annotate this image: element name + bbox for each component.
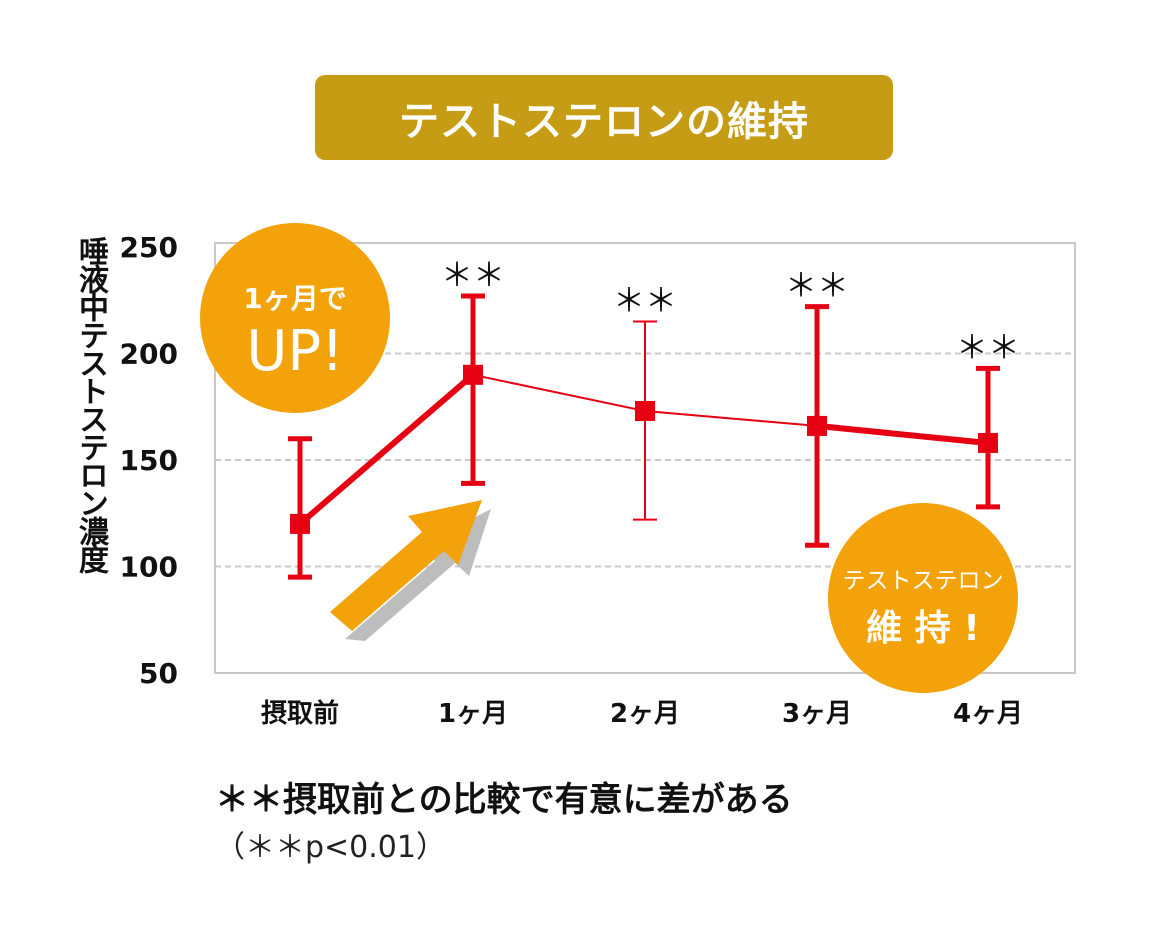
x-tick-label: 4ヶ月 — [953, 699, 1023, 729]
series-line-segment — [816, 422, 989, 446]
x-tick-label: 摂取前 — [261, 698, 339, 729]
significance-marker: ＊＊ — [441, 256, 505, 294]
series-layer: ＊＊ ＊＊ ＊＊ ＊＊ — [288, 256, 1020, 580]
maintain-badge-line2: 維 持 ! — [866, 608, 980, 649]
y-tick-label: 100 — [120, 551, 178, 584]
significance-marker: ＊＊ — [785, 267, 849, 305]
up-arrow-shape — [330, 500, 482, 631]
up-badge: 1ヶ月で UP! — [200, 223, 390, 413]
data-point — [807, 415, 827, 436]
x-tick-labels: 摂取前 1ヶ月 2ヶ月 3ヶ月 4ヶ月 — [261, 698, 1023, 729]
series-line-segment — [472, 373, 646, 412]
significance-marker: ＊＊ — [956, 328, 1020, 366]
y-tick-label: 150 — [120, 444, 178, 477]
chart-title-banner: テストステロンの維持 — [315, 75, 893, 160]
significance-marker: ＊＊ — [613, 282, 677, 320]
x-tick-label: 2ヶ月 — [610, 699, 680, 729]
x-tick-label: 1ヶ月 — [438, 699, 508, 729]
y-tick-label: 50 — [139, 657, 178, 690]
y-axis-label: 唾液中テストステロン濃度 — [73, 236, 108, 572]
pvalue-note: （＊＊p<0.01） — [215, 830, 446, 865]
significance-note: ＊＊摂取前との比較で有意に差がある — [215, 780, 793, 820]
maintain-badge-circle — [828, 503, 1018, 693]
y-tick-label: 200 — [120, 338, 178, 371]
maintain-badge: テストステロン 維 持 ! — [828, 503, 1018, 693]
y-tick-labels: 50 100 150 200 250 — [120, 231, 178, 690]
y-tick-label: 250 — [120, 231, 178, 264]
series-line-segment — [298, 372, 475, 527]
maintain-badge-line1: テストステロン — [843, 568, 1004, 594]
x-tick-label: 3ヶ月 — [782, 699, 852, 729]
up-badge-line1: 1ヶ月で — [243, 282, 346, 315]
data-point — [978, 432, 998, 453]
data-point — [635, 401, 655, 422]
series-line-segment — [644, 410, 818, 427]
up-arrow-icon — [330, 500, 491, 641]
up-badge-line2: UP! — [246, 319, 343, 384]
data-point — [290, 513, 310, 534]
up-badge-circle — [200, 223, 390, 413]
plot-frame — [214, 242, 1076, 674]
data-point — [463, 364, 483, 385]
